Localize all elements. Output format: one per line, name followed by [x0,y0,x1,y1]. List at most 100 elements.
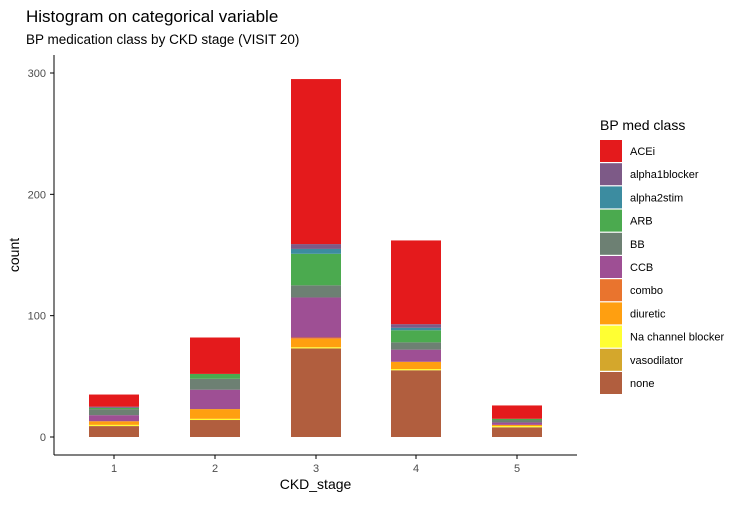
legend-swatch [600,209,622,232]
bar-segment-alpha2stim-stage-4 [391,327,441,331]
legend-swatch [600,372,622,394]
bar-segment-arb-stage-3 [291,253,341,286]
legend: BP med class ACEi alpha1blocker alpha2stim… [600,117,725,394]
x-tick-label: 1 [111,463,117,475]
legend-label: diuretic [630,308,666,320]
x-tick-label: 4 [413,463,419,475]
legend-label: Na channel blocker [630,332,725,344]
bar-segment-ccb-stage-4 [391,349,441,362]
bar-segment-na-channel-blocker-stage-1 [89,424,139,427]
y-tick-label: 300 [28,68,46,80]
legend-item-combo: combo [600,279,663,302]
bar-segment-diuretic-stage-1 [89,421,139,425]
bar-segment-diuretic-stage-4 [391,361,441,370]
bar-segment-acei-stage-3 [291,79,341,245]
bar-segment-ccb-stage-5 [492,422,542,425]
bar-segment-bb-stage-3 [291,285,341,298]
legend-label: alpha1blocker [630,169,699,181]
x-tick-label: 5 [514,463,520,475]
bar-segment-arb-stage-1 [89,407,139,410]
bar-stack-stage-3 [291,79,341,437]
legend-item-diuretic: diuretic [600,302,666,325]
legend-item-acei: ACEi [600,140,655,162]
legend-swatch [600,140,622,162]
bar-stack-stage-2 [190,337,240,437]
legend-item-ccb: CCB [600,256,653,278]
bar-segment-ccb-stage-3 [291,297,341,338]
legend-item-arb: ARB [600,209,653,232]
bar-segment-none-stage-1 [89,426,139,437]
legend-label: combo [630,285,663,297]
bar-segment-na-channel-blocker-stage-4 [391,369,441,371]
bar-segment-arb-stage-5 [492,418,542,421]
bar-stack-stage-4 [391,240,441,437]
bar-segment-alpha1blocker-stage-3 [291,244,341,249]
bar-segment-acei-stage-1 [89,394,139,407]
legend-title: BP med class [600,117,685,133]
legend-swatch [600,302,622,325]
chart-title: Histogram on categorical variable [26,7,278,26]
bar-segment-none-stage-3 [291,348,341,437]
bar-segment-ccb-stage-1 [89,415,139,422]
bar-segment-none-stage-5 [492,427,542,437]
bar-segment-bb-stage-4 [391,342,441,350]
x-tick-label: 3 [313,463,319,475]
bar-segment-diuretic-stage-3 [291,338,341,348]
bar-segment-alpha1blocker-stage-4 [391,324,441,328]
bar-segment-none-stage-4 [391,370,441,437]
bar-segment-bb-stage-1 [89,409,139,416]
y-tick-label: 0 [40,432,46,444]
legend-swatch [600,279,622,302]
bar-segment-none-stage-2 [190,420,240,437]
bar-segment-bb-stage-5 [492,420,542,423]
legend-items: ACEi alpha1blocker alpha2stim ARB BB CCB combo… [600,140,725,394]
bar-segment-acei-stage-5 [492,405,542,419]
bar-segment-arb-stage-2 [190,373,240,379]
legend-item-alpha1blocker: alpha1blocker [600,163,699,186]
bar-segment-alpha1blocker-stage-1 [89,406,139,408]
bar-segment-acei-stage-2 [190,337,240,374]
bar-segment-na-channel-blocker-stage-5 [492,426,542,428]
bar-stack-stage-5 [492,405,542,437]
bar-segment-alpha2stim-stage-3 [291,248,341,254]
legend-swatch [600,325,622,348]
bar-segment-ccb-stage-2 [190,389,240,410]
bar-segment-diuretic-stage-5 [492,424,542,427]
y-tick-label: 200 [28,189,46,201]
bar-segment-acei-stage-4 [391,240,441,325]
legend-item-none: none [600,372,654,394]
bar-segment-na-channel-blocker-stage-2 [190,418,240,421]
legend-label: vasodilator [630,355,684,367]
legend-swatch [600,348,622,371]
chart-subtitle: BP medication class by CKD stage (VISIT … [26,32,299,47]
legend-swatch [600,186,622,209]
bars-layer [89,79,542,437]
bar-segment-arb-stage-4 [391,330,441,343]
x-axis-label: CKD_stage [280,476,352,492]
y-tick-label: 100 [28,311,46,323]
x-ticks-layer: 1 2 3 4 5 [111,455,520,475]
legend-item-na-channel-blocker: Na channel blocker [600,325,725,348]
legend-label: ARB [630,216,653,228]
legend-item-bb: BB [600,232,645,255]
legend-label: ACEi [630,146,655,158]
legend-label: BB [630,239,645,251]
legend-swatch [600,256,622,278]
bar-stack-stage-1 [89,394,139,437]
y-ticks-layer: 0 100 200 300 [28,68,54,444]
y-axis-label: count [6,238,22,272]
legend-item-vasodilator: vasodilator [600,348,684,371]
bar-segment-combo-stage-3 [291,337,341,339]
x-tick-label: 2 [212,463,218,475]
bar-segment-bb-stage-2 [190,378,240,390]
bar-segment-na-channel-blocker-stage-3 [291,347,341,349]
legend-item-alpha2stim: alpha2stim [600,186,683,209]
legend-swatch [600,232,622,255]
bar-segment-diuretic-stage-2 [190,409,240,419]
legend-label: none [630,378,654,390]
legend-label: CCB [630,262,653,274]
legend-swatch [600,163,622,186]
legend-label: alpha2stim [630,192,683,204]
